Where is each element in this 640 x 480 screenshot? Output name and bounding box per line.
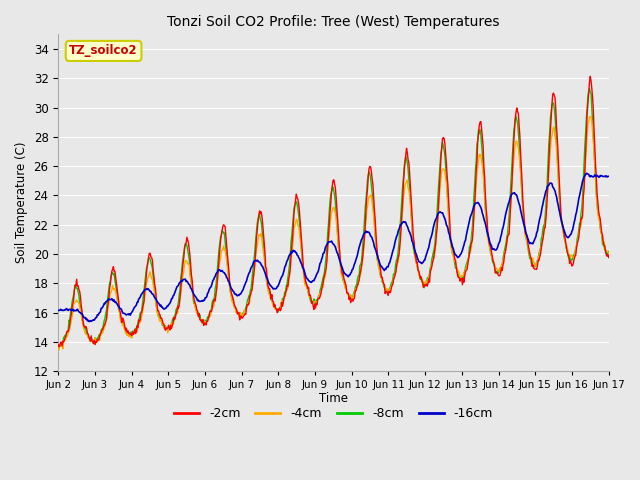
Legend: -2cm, -4cm, -8cm, -16cm: -2cm, -4cm, -8cm, -16cm: [169, 403, 498, 425]
Title: Tonzi Soil CO2 Profile: Tree (West) Temperatures: Tonzi Soil CO2 Profile: Tree (West) Temp…: [167, 15, 500, 29]
Text: TZ_soilco2: TZ_soilco2: [69, 45, 138, 58]
Y-axis label: Soil Temperature (C): Soil Temperature (C): [15, 142, 28, 264]
X-axis label: Time: Time: [319, 392, 348, 405]
